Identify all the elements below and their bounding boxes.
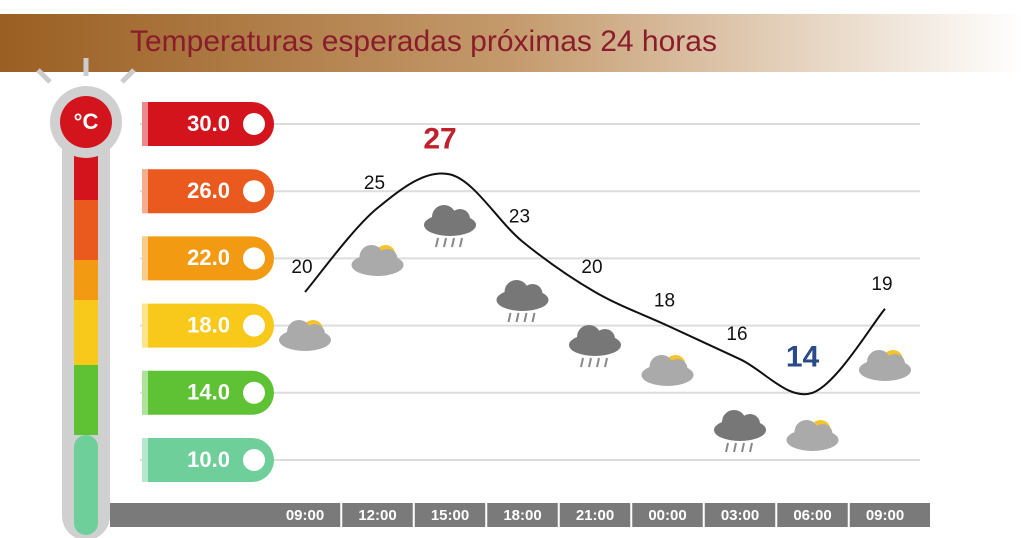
weather-icon xyxy=(279,320,331,351)
tick-dot xyxy=(243,449,265,471)
cloud xyxy=(649,355,674,379)
value-label: 23 xyxy=(509,207,530,228)
title-banner xyxy=(0,14,1024,72)
chart-title: Temperaturas esperadas próximas 24 horas xyxy=(130,25,717,58)
y-tick-label: 10.0 xyxy=(187,447,230,472)
x-axis-bar xyxy=(110,503,930,527)
cloud xyxy=(885,354,905,374)
x-tick-label: 15:00 xyxy=(431,507,469,524)
cloud xyxy=(740,414,760,434)
tick-badge-edge xyxy=(142,438,148,482)
value-label: 19 xyxy=(871,274,892,295)
tick-badge-edge xyxy=(142,303,148,348)
weather-icon xyxy=(569,325,621,368)
tick-dot xyxy=(243,113,265,135)
tick-badge xyxy=(142,370,274,415)
x-tick-label: 21:00 xyxy=(576,507,614,524)
tick-dot xyxy=(243,381,265,404)
x-tick-label: 09:00 xyxy=(286,507,324,524)
x-tick-label: 00:00 xyxy=(648,507,686,524)
value-label: 20 xyxy=(581,257,602,278)
rain-drop xyxy=(588,357,592,368)
y-tick-label: 26.0 xyxy=(187,178,230,203)
thermometer: °C xyxy=(36,58,136,538)
cloud xyxy=(432,205,456,229)
cloud xyxy=(359,245,384,269)
cloud xyxy=(450,209,470,229)
weather-icon xyxy=(859,350,911,381)
x-tick-label: 09:00 xyxy=(866,507,904,524)
y-tick-label: 14.0 xyxy=(187,380,230,405)
rain-drop xyxy=(580,357,584,368)
value-label: 14 xyxy=(786,341,820,374)
y-tick-label: 30.0 xyxy=(187,111,230,136)
rain-drop xyxy=(733,442,737,453)
rain-drop xyxy=(451,237,455,248)
cloud xyxy=(667,359,688,379)
tick-dot xyxy=(243,180,265,203)
cloud xyxy=(867,350,891,374)
tick-badge xyxy=(142,169,274,214)
weather-icon xyxy=(714,410,766,453)
tick-badge xyxy=(142,236,274,281)
rain-drop xyxy=(523,312,528,323)
weather-icon xyxy=(786,420,839,451)
cloud xyxy=(577,325,601,349)
weather-icon xyxy=(641,355,694,386)
value-label: 27 xyxy=(423,122,456,155)
tick-badge-edge xyxy=(142,102,148,146)
cloud xyxy=(377,249,398,269)
rain-drop xyxy=(749,442,753,453)
weather-icon xyxy=(496,280,549,323)
tick-badge xyxy=(142,438,274,482)
value-label: 20 xyxy=(291,257,312,278)
x-tick-label: 12:00 xyxy=(358,507,396,524)
rain-drop xyxy=(443,237,447,248)
tick-dot xyxy=(243,314,265,337)
rain-drop xyxy=(596,357,600,368)
cloud xyxy=(522,284,543,304)
rain-drop xyxy=(531,312,536,323)
cloud xyxy=(812,424,833,444)
x-tick-label: 18:00 xyxy=(503,507,541,524)
cloud xyxy=(794,420,819,444)
rain-drop xyxy=(741,442,745,453)
weather-icon xyxy=(351,245,404,276)
cloud xyxy=(305,324,325,344)
unit-label: °C xyxy=(74,109,99,134)
tick-dot xyxy=(243,247,265,270)
rain-drop xyxy=(515,312,520,323)
cloud xyxy=(287,320,311,344)
x-tick-label: 03:00 xyxy=(721,507,759,524)
tick-badge xyxy=(142,303,274,348)
cloud xyxy=(504,280,529,304)
rain-drop xyxy=(604,357,608,368)
tick-badge-edge xyxy=(142,169,148,214)
value-label: 25 xyxy=(364,173,385,194)
rain-drop xyxy=(459,237,463,248)
rain-drop xyxy=(725,442,729,453)
cloud xyxy=(722,410,746,434)
rain-drop xyxy=(435,237,439,248)
y-tick-label: 22.0 xyxy=(187,245,230,270)
weather-icon xyxy=(424,205,476,248)
rain-drop xyxy=(507,312,512,323)
x-tick-label: 06:00 xyxy=(793,507,831,524)
temperature-line xyxy=(304,172,886,396)
tick-badge-edge xyxy=(142,236,148,281)
value-label: 16 xyxy=(726,324,747,345)
y-tick-label: 18.0 xyxy=(187,312,230,337)
tick-badge-edge xyxy=(142,370,148,415)
tick-badge xyxy=(142,102,274,146)
value-label: 18 xyxy=(654,291,675,312)
cloud xyxy=(595,329,615,349)
